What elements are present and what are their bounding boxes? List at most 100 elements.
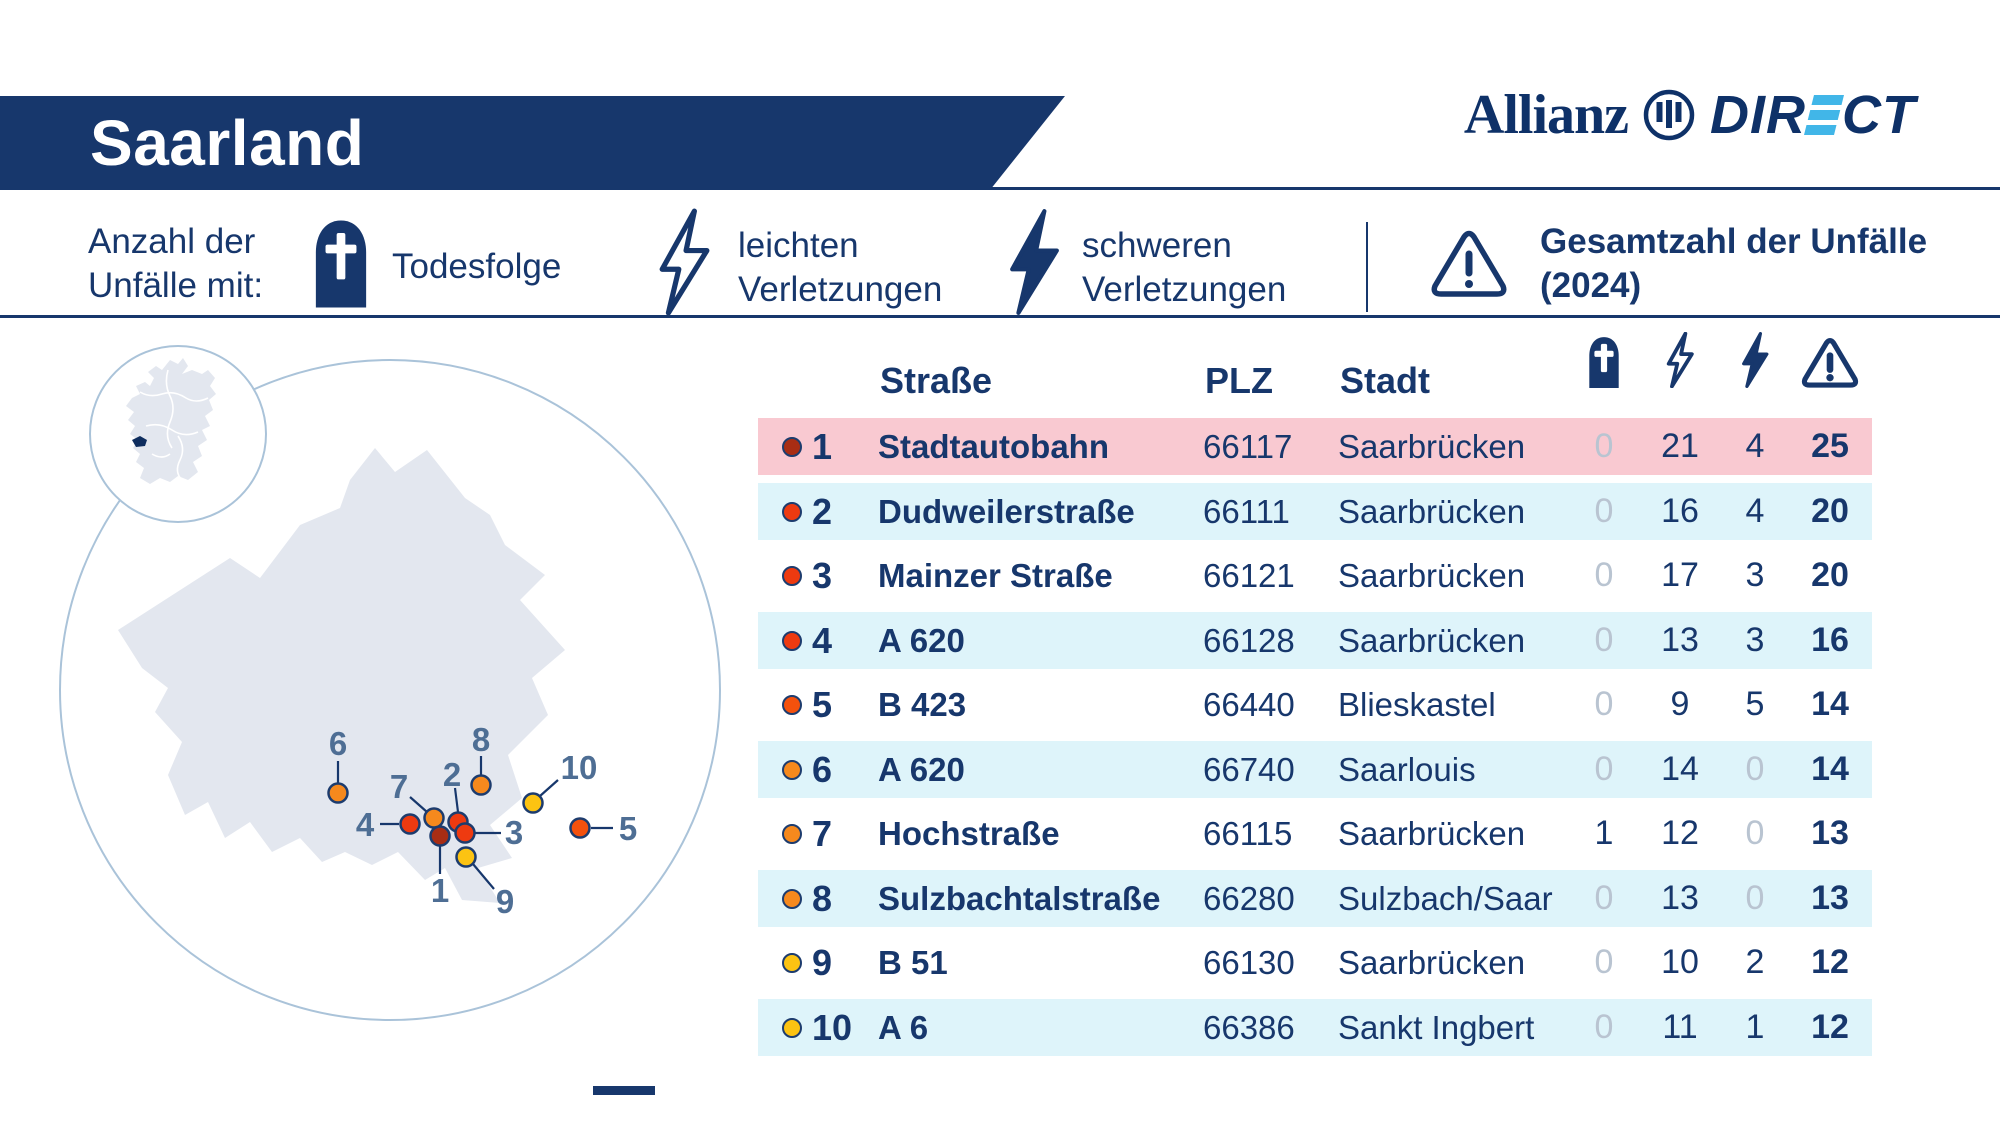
rank-cell: 6 <box>812 748 833 790</box>
plz-cell: 66386 <box>1203 1008 1295 1046</box>
deaths-cell: 0 <box>1594 878 1614 917</box>
light-injuries-cell: 16 <box>1661 491 1699 530</box>
hotspot-label-6: 6 <box>329 725 347 762</box>
table-row: 10 A 6 66386 Sankt Ingbert 0 11 1 12 <box>758 998 1872 1056</box>
plz-cell: 66111 <box>1203 492 1290 530</box>
street-cell: A 620 <box>878 750 965 788</box>
table-row: 9 B 51 66130 Saarbrücken 0 10 2 12 <box>758 934 1872 991</box>
city-cell: Saarbrücken <box>1338 492 1526 530</box>
light-injuries-cell: 10 <box>1661 943 1699 981</box>
rank-cell: 1 <box>812 426 833 467</box>
plz-cell: 66440 <box>1203 686 1295 723</box>
map-magnifier-circle <box>59 359 721 1021</box>
deaths-cell: 1 <box>1594 814 1614 852</box>
col-header-strasse: Straße <box>880 360 993 401</box>
legend-label-schwer: schweren Verletzungen <box>1082 226 1287 309</box>
bolt-outline-icon <box>1666 332 1694 388</box>
footer-bar <box>593 1086 655 1095</box>
rank-dot <box>782 566 802 586</box>
rank-cell: 3 <box>812 555 833 596</box>
hotspot-label-7: 7 <box>390 768 408 805</box>
rank-cell: 9 <box>812 942 833 983</box>
total-cell: 20 <box>1811 556 1849 594</box>
severe-injuries-cell: 5 <box>1745 685 1765 723</box>
city-cell: Saarbrücken <box>1338 944 1526 981</box>
total-cell: 13 <box>1811 814 1849 852</box>
bolt-outline-icon <box>659 208 710 316</box>
rank-dot <box>782 824 802 844</box>
legend-label-gesamt: Gesamtzahl der Unfälle (2024) <box>1540 222 1928 305</box>
light-injuries-cell: 13 <box>1661 620 1699 659</box>
deaths-cell: 0 <box>1594 427 1614 465</box>
severe-injuries-cell: 3 <box>1745 556 1765 594</box>
table-row: 2 Dudweilerstraße 66111 Saarbrücken 0 16… <box>758 482 1872 540</box>
street-cell: B 51 <box>878 944 948 981</box>
hotspot-label-9: 9 <box>496 883 514 920</box>
city-cell: Sulzbach/Saar <box>1338 879 1553 917</box>
leader-line <box>409 796 428 813</box>
rank-cell: 7 <box>812 813 833 854</box>
leader-line <box>472 863 495 890</box>
total-cell: 14 <box>1811 749 1849 788</box>
direct-suffix: CT <box>1842 85 1916 145</box>
table-row: 7 Hochstraße 66115 Saarbrücken 1 12 0 13 <box>758 805 1872 862</box>
tombstone-icon <box>1589 337 1619 388</box>
light-injuries-cell: 21 <box>1661 427 1699 465</box>
total-cell: 16 <box>1811 620 1849 659</box>
deaths-cell: 0 <box>1594 620 1614 659</box>
inset-state-borders <box>139 369 209 481</box>
deaths-cell: 0 <box>1594 556 1614 594</box>
city-cell: Saarbrücken <box>1338 815 1526 852</box>
germany-inset <box>89 345 267 523</box>
city-cell: Blieskastel <box>1338 686 1496 723</box>
table-row: 4 A 620 66128 Saarbrücken 0 13 3 16 <box>758 611 1872 669</box>
rank-dot <box>782 437 802 457</box>
street-cell: Dudweilerstraße <box>878 492 1135 530</box>
accident-hotspot-dot-10 <box>522 792 544 814</box>
accident-hotspot-dot-1 <box>429 825 451 847</box>
city-cell: Saarbrücken <box>1338 621 1526 659</box>
hotspot-label-2: 2 <box>443 756 461 793</box>
city-cell: Saarbrücken <box>1338 557 1526 594</box>
table-row: 8 Sulzbachtalstraße 66280 Sulzbach/Saar … <box>758 869 1872 927</box>
table-row: 5 B 423 66440 Blieskastel 0 9 5 14 <box>758 676 1872 733</box>
legend-divider <box>1366 222 1368 312</box>
inset-saarland-marker <box>132 436 147 447</box>
table-row: 3 Mainzer Straße 66121 Saarbrücken 0 17 … <box>758 547 1872 604</box>
city-cell: Saarlouis <box>1338 750 1476 788</box>
total-cell: 25 <box>1811 427 1849 465</box>
plz-cell: 66130 <box>1203 944 1295 981</box>
severe-injuries-cell: 3 <box>1745 620 1765 659</box>
legend-label-todesfolge: Todesfolge <box>392 247 562 286</box>
light-injuries-cell: 11 <box>1662 1007 1698 1046</box>
deaths-cell: 0 <box>1594 1007 1614 1046</box>
deaths-cell: 0 <box>1594 685 1614 723</box>
total-cell: 12 <box>1811 1007 1849 1046</box>
rank-dot <box>782 1017 802 1038</box>
light-injuries-cell: 13 <box>1661 878 1699 917</box>
severe-injuries-cell: 4 <box>1745 427 1765 465</box>
total-cell: 14 <box>1811 685 1849 723</box>
table-row: 6 A 620 66740 Saarlouis 0 14 0 14 <box>758 740 1872 798</box>
rank-cell: 4 <box>812 619 833 661</box>
light-injuries-cell: 12 <box>1661 814 1699 852</box>
accident-hotspot-dot-9 <box>455 846 477 868</box>
severe-injuries-cell: 1 <box>1745 1007 1765 1046</box>
plz-cell: 66740 <box>1203 750 1295 788</box>
accident-hotspot-dot-6 <box>327 782 349 804</box>
leader-line <box>453 787 460 813</box>
street-cell: Sulzbachtalstraße <box>878 879 1161 917</box>
street-cell: Stadtautobahn <box>878 428 1109 465</box>
accident-hotspot-dot-8 <box>470 774 492 796</box>
region-title: Saarland <box>90 107 365 179</box>
tombstone-icon <box>315 220 367 308</box>
accident-hotspot-dot-7 <box>423 807 445 829</box>
light-injuries-cell: 17 <box>1661 556 1699 594</box>
deaths-cell: 0 <box>1594 749 1614 788</box>
plz-cell: 66128 <box>1203 621 1295 659</box>
hotspot-label-1: 1 <box>431 872 449 909</box>
hotspot-label-5: 5 <box>619 810 637 847</box>
severe-injuries-cell: 2 <box>1745 943 1765 981</box>
